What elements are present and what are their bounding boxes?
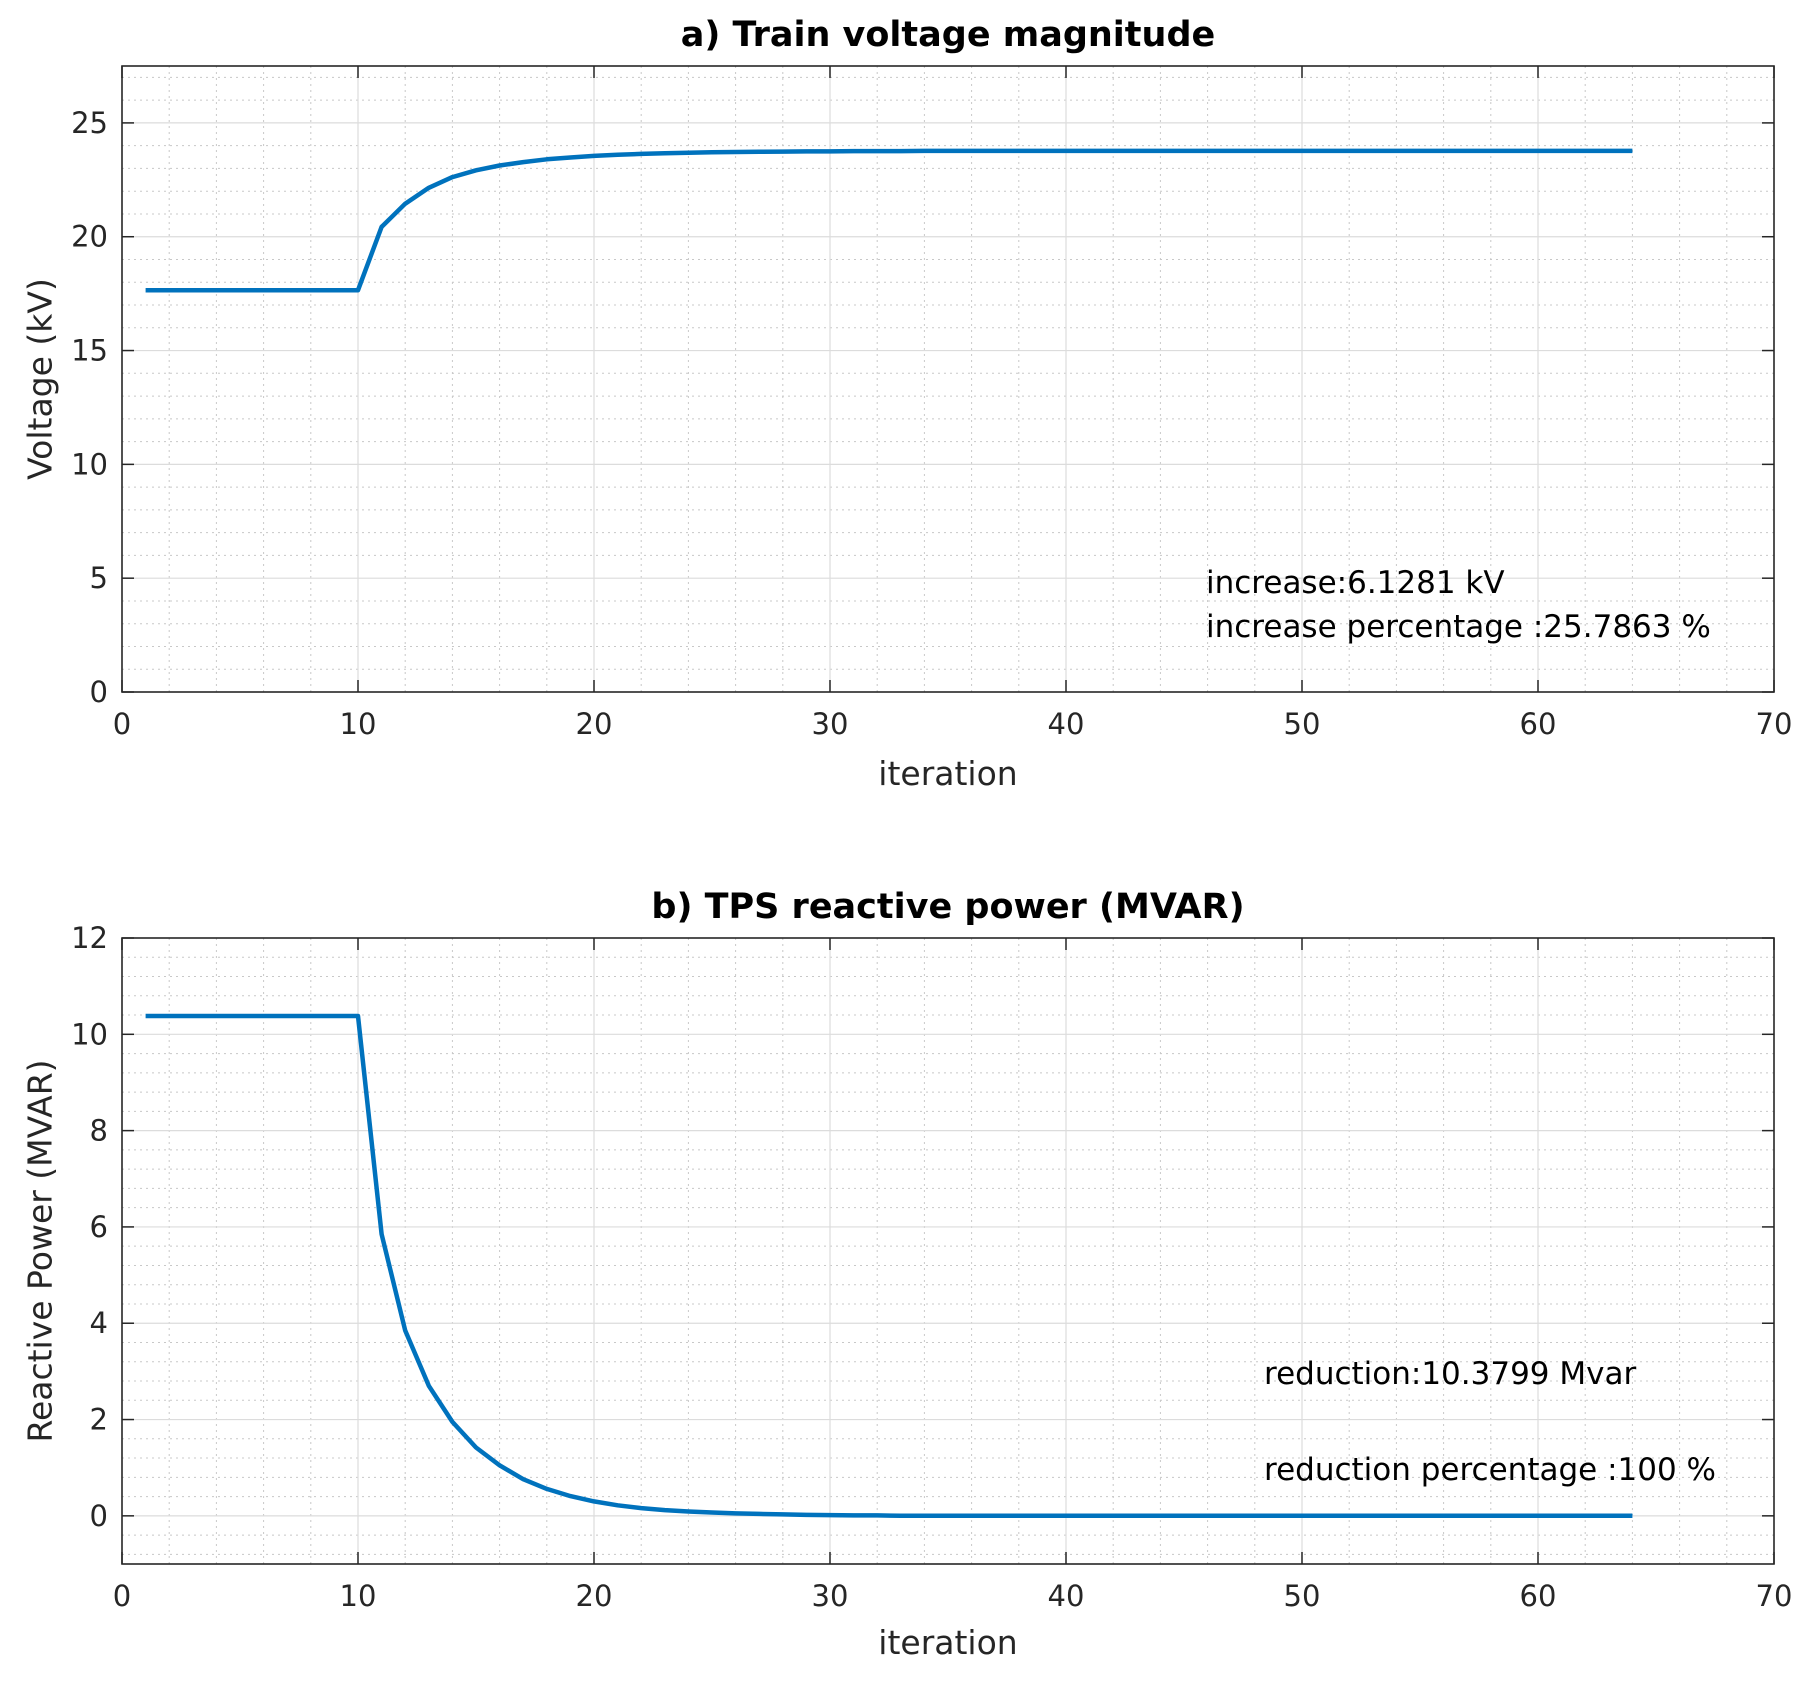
y-tick-label: 2: [90, 1403, 108, 1437]
y-tick-label: 8: [90, 1114, 108, 1148]
annotation-increase: increase:6.1281 kV: [1206, 565, 1505, 601]
y-tick-label: 0: [90, 675, 108, 709]
y-tick-label: 4: [90, 1306, 108, 1340]
x-tick-label: 60: [1520, 707, 1557, 741]
series-layer: [145, 148, 1633, 293]
x-tick-label: 40: [1048, 707, 1085, 741]
y-tick-label: 0: [90, 1499, 108, 1533]
chart-title: b) TPS reactive power (MVAR): [651, 887, 1244, 927]
x-tick-label: 0: [113, 707, 131, 741]
y-tick-label: 12: [71, 921, 108, 955]
axes-frame: [121, 937, 1775, 1565]
x-tick-label: 0: [113, 1579, 131, 1613]
y-axis-label: Reactive Power (MVAR): [21, 1060, 60, 1443]
plot-area: [122, 66, 1774, 692]
x-tick-label: 50: [1284, 707, 1321, 741]
major-grid: [122, 938, 1774, 1564]
major-grid: [122, 66, 1774, 692]
x-tick-label: 20: [576, 1579, 613, 1613]
x-tick-label: 10: [340, 1579, 377, 1613]
x-tick-label: 30: [812, 1579, 849, 1613]
annotation-reduction-percentage: reduction percentage :100 %: [1264, 1452, 1716, 1488]
y-tick-label: 5: [90, 561, 108, 595]
voltage-chart-panel: 0 10 20 30 40 50 60 70 0 5 10 15 20 25 a) Train volta…: [21, 15, 1793, 793]
y-tick-label: 25: [71, 106, 108, 140]
series-layer: [145, 1013, 1633, 1519]
x-tick-label: 20: [576, 707, 613, 741]
y-axis-label: Voltage (kV): [21, 278, 60, 480]
x-tick-label: 30: [812, 707, 849, 741]
y-tick-label: 15: [71, 334, 108, 368]
tick-layer: 0 10 20 30 40 50 60 70 0 2 4 6 8 10 12: [71, 921, 1792, 1613]
series-line: [145, 148, 1633, 293]
x-tick-label: 60: [1520, 1579, 1557, 1613]
x-tick-label: 70: [1756, 1579, 1793, 1613]
x-tick-label: 50: [1284, 1579, 1321, 1613]
x-tick-label: 70: [1756, 707, 1793, 741]
y-tick-label: 10: [71, 1017, 108, 1051]
y-tick-label: 20: [71, 220, 108, 254]
series-line: [145, 1013, 1633, 1519]
x-tick-label: 10: [340, 707, 377, 741]
y-tick-label: 10: [71, 447, 108, 481]
x-axis-label: iteration: [878, 754, 1017, 793]
minor-grid: [122, 66, 1774, 692]
axes-frame: [121, 65, 1775, 693]
annotation-increase-percentage: increase percentage :25.7863 %: [1206, 609, 1711, 645]
x-axis-label: iteration: [878, 1623, 1017, 1662]
x-tick-label: 40: [1048, 1579, 1085, 1613]
y-tick-label: 6: [90, 1210, 108, 1244]
minor-grid: [122, 938, 1774, 1564]
plot-area: [122, 938, 1774, 1564]
chart-title: a) Train voltage magnitude: [681, 15, 1216, 55]
annotation-reduction: reduction:10.3799 Mvar: [1264, 1356, 1636, 1392]
reactive-power-chart-panel: 0 10 20 30 40 50 60 70 0 2 4 6 8 10 12 b) TPS reactive…: [21, 887, 1793, 1662]
tick-layer: 0 10 20 30 40 50 60 70 0 5 10 15 20 25: [71, 66, 1792, 741]
